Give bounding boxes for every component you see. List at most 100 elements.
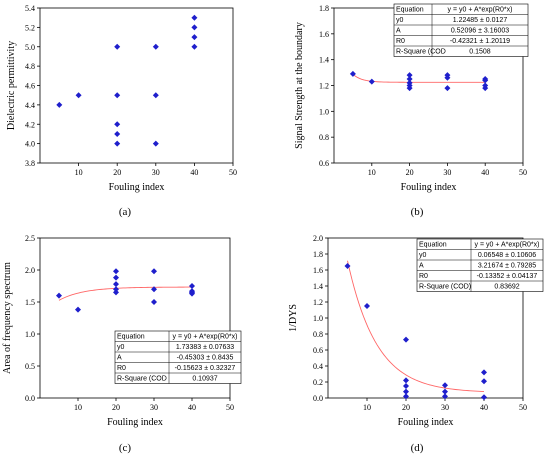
data-point xyxy=(403,336,409,343)
plot-frame xyxy=(39,7,234,164)
data-point xyxy=(344,263,351,269)
data-point xyxy=(113,268,119,275)
x-tick-label: 10 xyxy=(368,168,376,177)
y-tick-label: 1.2 xyxy=(319,82,329,91)
data-point xyxy=(444,74,451,81)
fit-curve xyxy=(58,286,193,301)
data-point xyxy=(151,286,157,293)
data-point xyxy=(114,130,121,137)
fit-equation-table: Equation y = y0 + A*exp(R0*x) y0 1.22485 ± … xyxy=(393,3,529,57)
y-tick-label: 0.6 xyxy=(313,346,323,355)
equation-table-value: 1.73383 ± 0.07633 xyxy=(176,344,234,351)
y-axis-label: Dielectric permittivity xyxy=(6,41,17,130)
equation-table-key: R-Square (COD) xyxy=(419,284,471,291)
y-tick-label: 0.5 xyxy=(25,362,35,371)
x-tick-label: 50 xyxy=(519,403,527,412)
y-tick-label: 1.0 xyxy=(313,314,323,323)
equation-table-value: -0.42321 ± 1.20119 xyxy=(450,38,510,45)
equation-table-frame xyxy=(416,238,544,292)
equation-table-key: R0 xyxy=(419,273,428,280)
panel-label-d: (d) xyxy=(411,442,424,454)
panel-b-signal-strength: 10 20 30 40 50 0.6 0.8 1.0 1.2 1.4 1.6 1.8 Fouling i… xyxy=(294,3,529,193)
data-point xyxy=(403,377,409,384)
x-tick-label: 30 xyxy=(441,403,449,412)
y-tick-label: 4.6 xyxy=(25,82,35,91)
data-point xyxy=(368,78,375,85)
data-point xyxy=(406,76,413,83)
fit-curve xyxy=(352,73,486,83)
equation-table-value: y = y0 + A*exp(R0*x) xyxy=(475,242,540,249)
data-point xyxy=(364,303,370,309)
y-tick-label: 0.6 xyxy=(319,159,329,168)
panel-d-inverse-dys: 10 20 30 40 50 0.0 0.2 0.4 0.6 0.8 1.0 1.2 1.4 1.6 1.8… xyxy=(288,234,544,428)
equation-table-value: 0.06548 ± 0.10606 xyxy=(478,252,536,259)
equation-table-key: R0 xyxy=(396,38,405,45)
x-tick-label: 30 xyxy=(443,168,451,177)
x-tick-label: 50 xyxy=(519,168,527,177)
y-tick-label: 1.0 xyxy=(25,330,35,339)
x-axis-label: Fouling index xyxy=(109,182,165,193)
y-tick-label: 0.4 xyxy=(313,362,323,371)
y-tick-label: 3.8 xyxy=(25,159,35,168)
data-point xyxy=(482,77,489,84)
panel-a-dielectric-permittivity: 10 20 30 40 50 3.8 4.0 4.2 4.4 4.6 4.8 5.0 5.2 5.4 Fou… xyxy=(6,4,237,193)
x-tick-label: 20 xyxy=(113,168,121,177)
plot-frame xyxy=(39,237,231,399)
equation-table-key: A xyxy=(419,263,424,270)
y-tick-label: 5.2 xyxy=(25,23,35,32)
equation-table-key: Equation xyxy=(419,242,447,249)
x-tick-label: 50 xyxy=(229,168,237,177)
equation-table-value: 0.52096 ± 3.16003 xyxy=(451,28,509,35)
y-axis-label: Area of frequency spectrum xyxy=(2,262,13,374)
data-point xyxy=(56,292,62,299)
data-point xyxy=(151,268,157,275)
data-point xyxy=(403,383,409,389)
x-tick-label: 40 xyxy=(188,403,196,412)
fit-curve xyxy=(347,260,485,392)
x-axis-label: Fouling index xyxy=(401,182,457,193)
y-tick-label: 5.0 xyxy=(25,43,35,52)
y-tick-label: 4.2 xyxy=(25,120,35,129)
y-tick-label: 2.0 xyxy=(25,266,35,275)
equation-table-key: y0 xyxy=(117,344,125,351)
x-tick-label: 20 xyxy=(402,403,410,412)
fit-equation-table: Equation y = y0 + A*exp(R0*x) y0 1.73383 ± … xyxy=(114,330,242,384)
y-tick-label: 2.5 xyxy=(25,234,35,243)
y-tick-label: 4.8 xyxy=(25,62,35,71)
data-point xyxy=(481,394,487,401)
data-point xyxy=(152,43,159,50)
panel-label-a: (a) xyxy=(119,206,132,218)
y-tick-label: 4.4 xyxy=(25,101,35,110)
data-point xyxy=(113,289,119,296)
y-tick-label: 5.4 xyxy=(25,4,35,13)
equation-table-frame xyxy=(393,3,529,57)
data-point xyxy=(113,286,119,293)
data-point xyxy=(114,140,121,147)
data-point xyxy=(114,121,121,128)
x-tick-label: 20 xyxy=(406,168,414,177)
y-tick-label: 1.8 xyxy=(319,4,329,13)
data-point xyxy=(442,393,448,400)
data-point xyxy=(191,43,198,50)
y-tick-label: 1.4 xyxy=(319,56,329,65)
panel-label-b: (b) xyxy=(411,206,424,218)
x-tick-label: 40 xyxy=(481,168,489,177)
fit-equation-table: Equation y = y0 + A*exp(R0*x) y0 0.06548 ± … xyxy=(416,238,544,292)
equation-table-key: Equation xyxy=(117,334,145,341)
y-tick-label: 1.5 xyxy=(25,298,35,307)
x-axis-label: Fouling index xyxy=(107,417,163,428)
data-point xyxy=(406,85,413,92)
y-axis-label: 1/DYS xyxy=(288,304,299,332)
data-point xyxy=(152,140,159,147)
data-point xyxy=(482,85,489,92)
equation-table-key: A xyxy=(396,28,401,35)
equation-table-value: -0.45303 ± 0.8435 xyxy=(177,355,234,362)
equation-table-value: 0.10937 xyxy=(192,376,217,383)
equation-table-value: y = y0 + A*exp(R0*x) xyxy=(448,7,513,14)
data-point xyxy=(403,393,409,400)
y-tick-label: 0.8 xyxy=(313,330,323,339)
x-tick-label: 10 xyxy=(363,403,371,412)
x-axis-label: Fouling index xyxy=(398,417,454,428)
x-tick-label: 40 xyxy=(190,168,198,177)
data-point xyxy=(191,14,198,21)
